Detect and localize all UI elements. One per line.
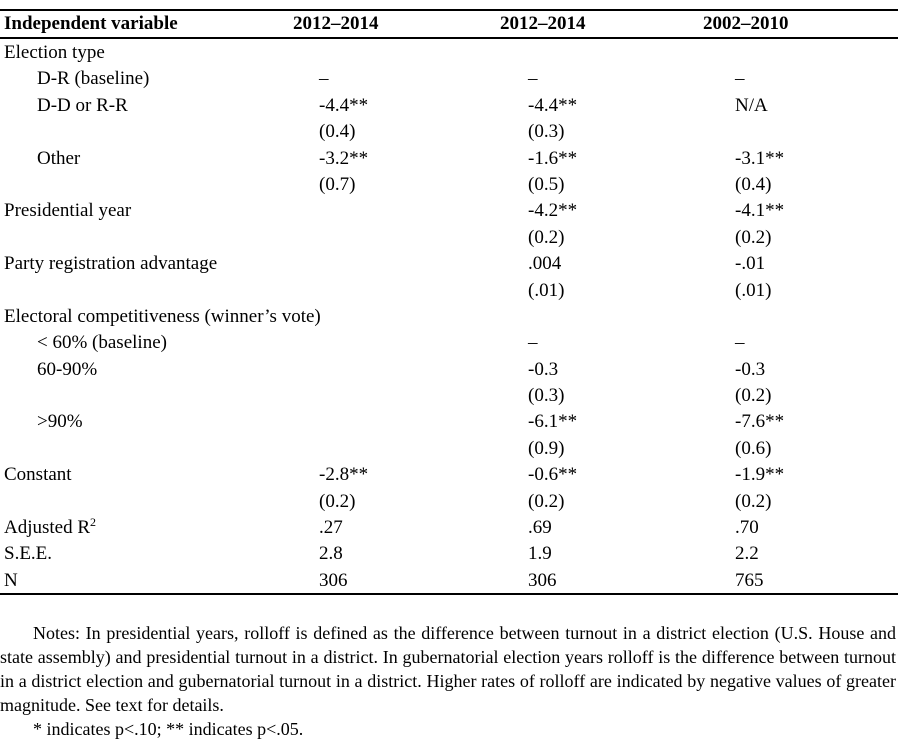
cell-v2: –	[528, 332, 538, 354]
row-label: < 60% (baseline)	[37, 332, 167, 354]
cell-v3: -.01	[735, 253, 766, 275]
cell-v2: (0.2)	[528, 490, 565, 512]
table-row: (0.3) (0.2)	[0, 383, 898, 409]
cell-v2: (0.3)	[528, 385, 565, 407]
table-row: Presidential year -4.2** -4.1**	[0, 198, 898, 224]
table-top-rule	[0, 9, 898, 11]
table-row: N 306 306 765	[0, 568, 898, 594]
significance-note: * indicates p<.10; ** indicates p<.05.	[33, 719, 304, 739]
cell-v2: 1.9	[528, 543, 552, 565]
table-row: Electoral competitiveness (winner’s vote…	[0, 304, 898, 330]
table-row: D-D or R-R -4.4** -4.4** N/A	[0, 93, 898, 119]
table-notes: Notes: In presidential years, rolloff is…	[0, 621, 896, 741]
cell-v2: (0.9)	[528, 437, 565, 459]
row-label: Electoral competitiveness (winner’s vote…	[4, 305, 321, 327]
table-row: D-R (baseline) – – –	[0, 66, 898, 92]
cell-v2: -1.6**	[528, 147, 578, 169]
row-label: S.E.E.	[4, 543, 53, 565]
cell-v2: -6.1**	[528, 411, 578, 433]
row-label: N	[4, 569, 18, 591]
row-label: D-D or R-R	[37, 94, 128, 116]
table-row: (.01) (.01)	[0, 278, 898, 304]
table-row: (0.2) (0.2)	[0, 225, 898, 251]
cell-v2: -4.4**	[528, 94, 578, 116]
cell-v3: N/A	[735, 94, 768, 116]
row-label: D-R (baseline)	[37, 68, 150, 90]
notes-text: Notes: In presidential years, rolloff is…	[0, 623, 896, 715]
header-column-3: 2002–2010	[703, 13, 789, 34]
table-row: >90% -6.1** -7.6**	[0, 409, 898, 435]
cell-v3: -7.6**	[735, 411, 785, 433]
table-row: Constant -2.8** -0.6** -1.9**	[0, 462, 898, 488]
row-label: Constant	[4, 464, 72, 486]
cell-v2: (0.5)	[528, 173, 565, 195]
table-row: S.E.E. 2.8 1.9 2.2	[0, 541, 898, 567]
cell-v2: (0.3)	[528, 121, 565, 143]
row-label: Other	[37, 147, 81, 169]
cell-v1: (0.2)	[319, 490, 356, 512]
cell-v3: -0.3	[735, 358, 766, 380]
cell-v3: .70	[735, 517, 759, 539]
cell-v1: -4.4**	[319, 94, 369, 116]
header-column-2: 2012–2014	[500, 13, 586, 34]
cell-v3: -3.1**	[735, 147, 785, 169]
cell-v3: (0.2)	[735, 490, 772, 512]
cell-v3: (0.4)	[735, 173, 772, 195]
table-row: 60-90% -0.3 -0.3	[0, 357, 898, 383]
table-row: Party registration advantage .004 -.01	[0, 251, 898, 277]
cell-v1: (0.4)	[319, 121, 356, 143]
cell-v1: .27	[319, 517, 343, 539]
table-row: Election type	[0, 40, 898, 66]
table-row: (0.9) (0.6)	[0, 436, 898, 462]
cell-v1: (0.7)	[319, 173, 356, 195]
table-row: Adjusted R2 .27 .69 .70	[0, 515, 898, 541]
table-row: (0.7) (0.5) (0.4)	[0, 172, 898, 198]
cell-v3: 765	[735, 569, 764, 591]
table-bottom-rule	[0, 593, 898, 595]
cell-v2: 306	[528, 569, 557, 591]
row-label: Election type	[4, 42, 105, 63]
cell-v3: 2.2	[735, 543, 759, 565]
cell-v3: (0.6)	[735, 437, 772, 459]
cell-v3: (0.2)	[735, 226, 772, 248]
header-rule	[0, 37, 898, 39]
cell-v3: –	[735, 332, 745, 354]
row-label: 60-90%	[37, 358, 98, 380]
row-label: Presidential year	[4, 200, 132, 222]
cell-v3: -1.9**	[735, 464, 785, 486]
row-label: Party registration advantage	[4, 253, 218, 275]
cell-v2: .004	[528, 253, 562, 275]
table-row: (0.2) (0.2) (0.2)	[0, 489, 898, 515]
cell-v2: -0.6**	[528, 464, 578, 486]
cell-v1: –	[319, 68, 329, 90]
header-column-1: 2012–2014	[293, 13, 379, 34]
cell-v3: (0.2)	[735, 385, 772, 407]
cell-v2: (0.2)	[528, 226, 565, 248]
cell-v2: (.01)	[528, 279, 565, 301]
cell-v3: -4.1**	[735, 200, 785, 222]
row-label: >90%	[37, 411, 83, 433]
table-row: Other -3.2** -1.6** -3.1**	[0, 146, 898, 172]
table-body: Election type D-R (baseline) – – – D-D or R-R…	[0, 40, 898, 594]
cell-v3: (.01)	[735, 279, 772, 301]
cell-v2: -0.3	[528, 358, 559, 380]
cell-v2: –	[528, 68, 538, 90]
table-row: < 60% (baseline) – –	[0, 330, 898, 356]
cell-v1: 2.8	[319, 543, 343, 565]
cell-v3: –	[735, 68, 745, 90]
header-independent-variable: Independent variable	[4, 13, 178, 34]
cell-v2: .69	[528, 517, 552, 539]
cell-v1: -3.2**	[319, 147, 369, 169]
cell-v1: -2.8**	[319, 464, 369, 486]
table-row: (0.4) (0.3)	[0, 119, 898, 145]
row-label: Adjusted R2	[4, 515, 97, 539]
cell-v1: 306	[319, 569, 348, 591]
cell-v2: -4.2**	[528, 200, 578, 222]
